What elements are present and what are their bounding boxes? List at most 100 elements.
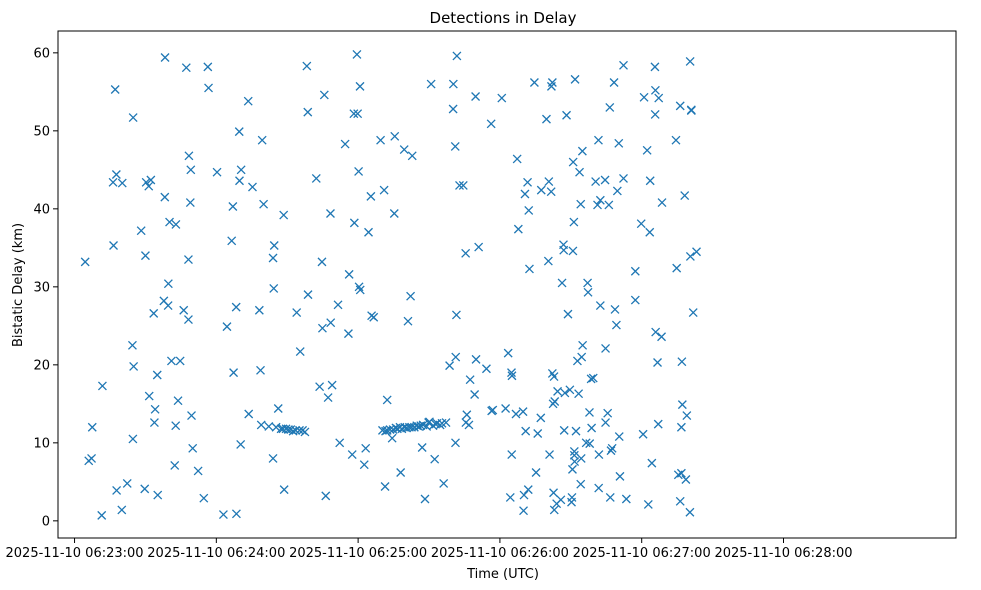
data-point	[462, 410, 472, 420]
y-tick-label: 20	[33, 358, 50, 373]
data-point	[344, 269, 354, 279]
data-point	[650, 110, 660, 119]
data-point	[228, 202, 238, 211]
data-point	[349, 218, 359, 228]
data-point	[675, 101, 685, 111]
data-point	[651, 327, 661, 337]
data-point	[563, 309, 573, 319]
data-point	[80, 257, 90, 267]
data-point	[407, 151, 417, 161]
data-point	[264, 422, 274, 431]
data-point	[577, 146, 587, 156]
data-point	[455, 180, 464, 190]
data-point	[321, 491, 331, 501]
data-point	[567, 497, 576, 507]
x-axis-ticks: 2025-11-10 06:23:00 2025-11-10 06:24:00 20…	[6, 538, 853, 561]
data-point	[677, 400, 687, 410]
data-point	[557, 278, 567, 288]
data-point	[109, 241, 118, 250]
data-point	[465, 375, 475, 385]
data-point	[279, 485, 289, 495]
scatter-marks	[80, 49, 701, 520]
data-point	[369, 312, 379, 322]
data-point	[231, 509, 241, 519]
data-point	[550, 397, 560, 406]
data-point	[507, 371, 517, 381]
data-point	[519, 490, 529, 500]
data-point	[606, 446, 616, 456]
data-point	[512, 154, 522, 164]
data-point	[533, 429, 543, 438]
data-point	[268, 253, 278, 263]
data-point	[256, 420, 266, 430]
data-point	[643, 500, 653, 509]
data-point	[576, 453, 586, 463]
data-point	[645, 176, 655, 186]
data-point	[87, 453, 97, 463]
data-point	[140, 484, 150, 494]
data-point	[549, 372, 559, 381]
data-point	[639, 92, 649, 102]
x-tick-label: 2025-11-10 06:28:00	[714, 546, 852, 561]
data-point	[638, 429, 648, 439]
data-point	[630, 266, 640, 276]
data-point	[361, 443, 371, 453]
data-point	[319, 90, 329, 100]
data-point	[354, 166, 364, 176]
data-point	[686, 105, 696, 115]
data-point	[451, 352, 461, 362]
data-point	[97, 510, 107, 520]
data-point	[657, 198, 667, 208]
data-point	[385, 425, 395, 435]
data-point	[545, 450, 554, 459]
data-point	[451, 438, 460, 448]
data-point	[653, 358, 662, 367]
data-point	[256, 365, 265, 375]
data-point	[470, 390, 480, 399]
data-point	[222, 322, 232, 332]
data-point	[144, 391, 154, 401]
data-point	[403, 316, 413, 326]
data-point	[507, 450, 517, 459]
data-point	[685, 251, 695, 261]
x-tick-label: 2025-11-10 06:25:00	[289, 546, 427, 561]
data-point	[692, 247, 701, 257]
data-point	[117, 178, 127, 188]
data-point	[471, 354, 481, 364]
data-point	[188, 443, 198, 453]
data-point	[170, 461, 180, 470]
data-point	[111, 170, 121, 179]
data-point	[140, 251, 150, 261]
data-point	[295, 425, 304, 435]
data-point	[406, 291, 416, 301]
data-point	[553, 386, 563, 396]
data-point	[636, 219, 646, 229]
data-point	[311, 173, 321, 183]
data-point	[165, 217, 175, 227]
x-tick-label: 2025-11-10 06:26:00	[431, 546, 569, 561]
data-point	[523, 177, 533, 187]
data-point	[605, 102, 615, 112]
data-point	[448, 79, 458, 89]
data-point	[671, 135, 681, 145]
data-point	[574, 389, 584, 399]
data-point	[359, 460, 369, 470]
data-point	[243, 96, 253, 106]
data-point	[236, 165, 246, 175]
data-point	[461, 248, 471, 258]
data-point	[244, 409, 254, 419]
data-point	[129, 361, 139, 371]
data-point	[565, 385, 575, 395]
data-point	[685, 507, 695, 517]
data-point	[570, 457, 580, 467]
data-point	[571, 426, 581, 436]
data-point	[387, 433, 397, 443]
data-point	[593, 200, 602, 210]
data-point	[315, 382, 325, 392]
data-point	[583, 278, 593, 288]
data-point	[97, 381, 107, 391]
data-point	[559, 245, 569, 255]
data-point	[685, 56, 695, 66]
data-point	[568, 157, 578, 167]
data-point	[333, 300, 343, 310]
